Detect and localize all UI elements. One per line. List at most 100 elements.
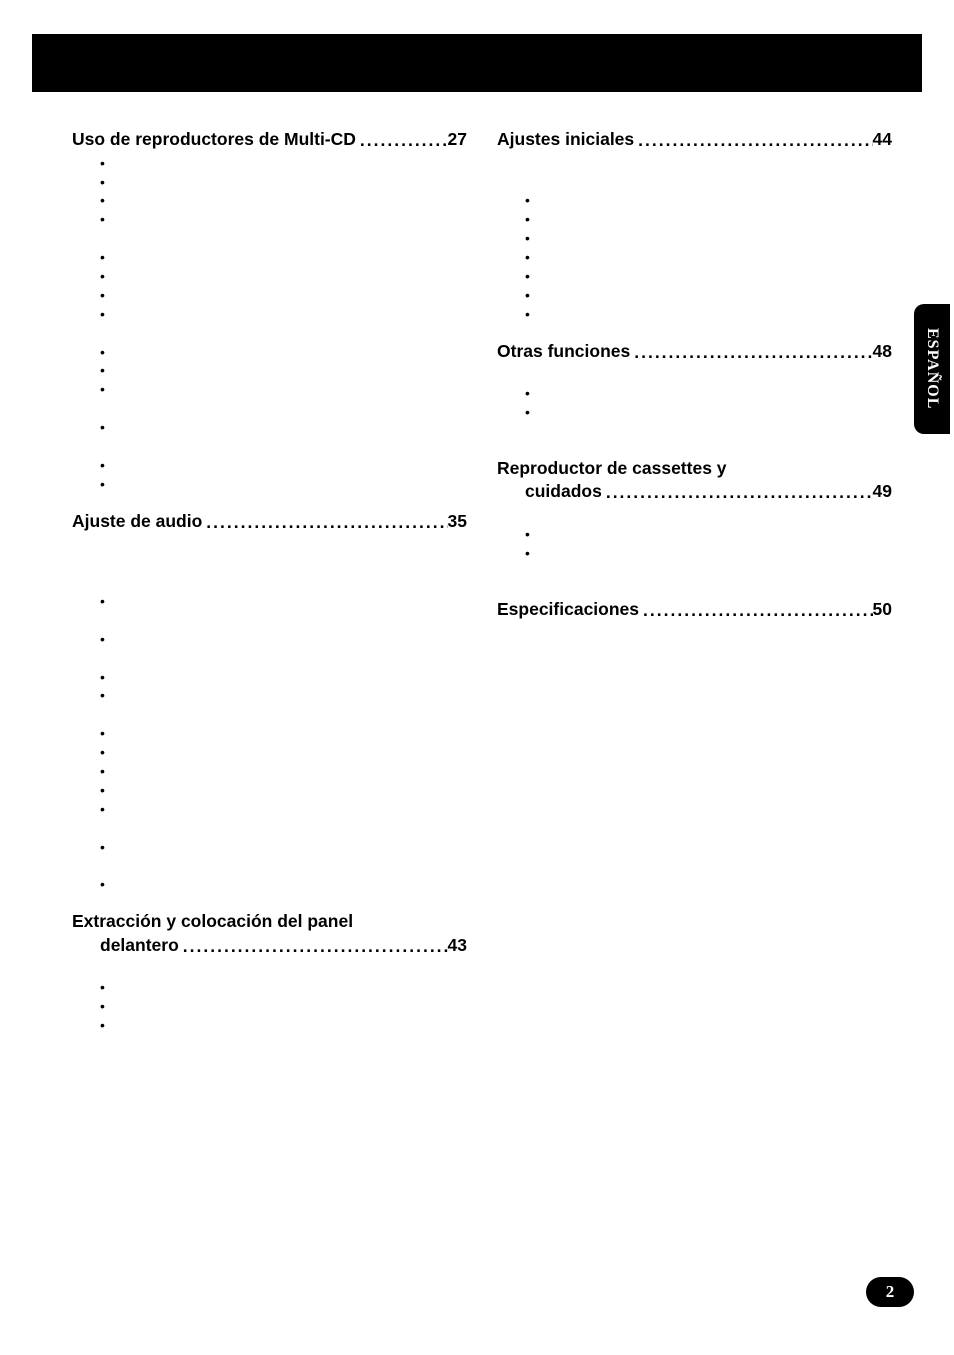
toc-sub2: Salida de subgraves (Sub W-1) — [72, 724, 467, 743]
toc-sub2-text: Cambio de ajuste del reductor de luz — [534, 268, 762, 284]
toc-sub1: Silenciamiento del teléfono celular — [497, 422, 892, 441]
toc-sub2-text: Ajuste de salida sin atenuación (NonFad-… — [108, 782, 377, 798]
toc-sub2-text: Ajuste de nivel de fuente (SLA) — [108, 876, 301, 892]
toc-sub2: Función de Mejorador de Imagen Frontal (… — [72, 838, 467, 857]
toc-sub2-text: Acerca de los cassettes de cinta — [533, 545, 734, 561]
leader-dots: ........................................… — [602, 481, 873, 505]
toc-sub2: Cambio de ajuste del reductor de luz — [497, 267, 892, 286]
toc-sub2-text: Cambio del ajuste del auxiliar (AUX) — [534, 249, 759, 265]
section-heading: Uso de reproductores de Multi-CD........… — [72, 128, 467, 152]
toc-sub1: Funciones del menú de audio — [72, 573, 467, 592]
toc-sub2: Ajuste de sonoridad (LOUD) — [72, 686, 467, 705]
spacer — [497, 324, 892, 334]
toc-sub2: Borrado de programación de reproducción … — [72, 475, 467, 494]
section-title-line2-row: cuidados................................… — [497, 480, 892, 504]
toc-sub2-text: Ajuste de sonoridad (LOUD) — [108, 687, 284, 703]
toc-sub2: Reproducción repetida — [72, 343, 467, 362]
toc-sub2-text: Exploración de CDs y pistas — [109, 381, 284, 397]
section-page: 27 — [448, 128, 467, 152]
toc-sub2-text: Reproducción repetida — [109, 344, 250, 360]
toc-left-column: Uso de reproductores de Multi-CD........… — [72, 122, 467, 1035]
page-number-badge: 2 — [866, 1277, 914, 1307]
toc-content: Uso de reproductores de Multi-CD........… — [72, 122, 892, 1035]
toc-sub2: Selección de discos de la lista de títul… — [72, 267, 467, 286]
section-page: 43 — [448, 934, 467, 958]
toc-sub2: Reproductor de Multi-CD de 50 discos — [72, 210, 467, 229]
toc-sub2: Ajuste de subgraves (Sub W-2) — [72, 743, 467, 762]
toc-sub2: Visualización del título del disco — [72, 191, 467, 210]
toc-sub2-text: Colocación del panel delantero — [109, 998, 301, 1014]
leader-dots: ........................................… — [202, 511, 447, 535]
section-heading: Otras funciones.........................… — [497, 340, 892, 364]
leader-dots: ........................................… — [634, 129, 872, 153]
toc-sub2-text: Selección de pistas de la lista de títul… — [109, 419, 413, 435]
toc-sub2-text: Función de Mejorador de Imagen Frontal (… — [109, 839, 398, 855]
section-page: 48 — [873, 340, 892, 364]
toc-sub2: Extracción del panel delantero — [72, 978, 467, 997]
toc-sub2: Reproducción de pistas en orden aleatori… — [72, 361, 467, 380]
toc-sub2: Selección de pistas de la lista de títul… — [72, 418, 467, 437]
toc-sub2: Reproducción del disco de texto CD — [72, 286, 467, 305]
leader-dots: ........................................… — [179, 935, 448, 959]
section-title-line1: Extracción y colocación del panel — [72, 910, 467, 934]
toc-sub2-text: Selección de discos de la lista de títul… — [109, 268, 420, 284]
section-title: Uso de reproductores de Multi-CD — [72, 128, 356, 152]
toc-sub2: Ajuste de equilibrio entre altavoces — [72, 592, 467, 611]
section-heading: Ajuste de audio.........................… — [72, 510, 467, 534]
toc-sub1: Uso de la fuente AUX — [497, 365, 892, 384]
toc-sub2-text: Acerca del reproductor de cassettes — [533, 526, 757, 542]
toc-sub2: Ingreso de títulos de discos — [72, 248, 467, 267]
toc-sub2: Filtro de paso alto (HPF) — [72, 800, 467, 819]
toc-sub2: Selección del color de iluminación (ILL … — [497, 286, 892, 305]
toc-sub2-text: Ajuste fino de la curva del ecualizador — [108, 669, 344, 685]
section-page: 44 — [873, 128, 892, 152]
toc-sub2-text: Cambio del tono de advertencia (Warning … — [534, 230, 831, 246]
toc-sub1: Funciones del menú de ajustes iniciales — [497, 173, 892, 192]
toc-sub1: Ajuste de nivel de fuente (SLA) — [72, 856, 467, 875]
toc-sub2: Tono de advertencia — [72, 1016, 467, 1035]
toc-sub2-text: Cambio del paso de sintonía de AM (AM St… — [534, 211, 822, 227]
toc-sub2: Visualización de título en el disco de t… — [72, 305, 467, 324]
leader-dots: ........................................… — [639, 599, 873, 623]
toc-sub1: (FAD) — [72, 611, 467, 630]
toc-sub2: Cambio del paso de sintonía de FM (FM St… — [497, 191, 892, 210]
toc-sub1: Protección contra robo — [72, 959, 467, 978]
toc-sub1: Llamada del menú de audio — [72, 554, 467, 573]
section-title-line2: cuidados — [525, 480, 602, 504]
toc-sub1: Precaución — [497, 506, 892, 525]
section-title-line1: Reproductor de cassettes y — [497, 457, 892, 481]
section-heading: Extracción y colocación del paneldelante… — [72, 910, 467, 957]
toc-sub2: Pausa de la reproducción de CD — [72, 173, 467, 192]
toc-sub2-text: Selección del color de iluminación (ILL … — [534, 287, 814, 303]
toc-sub2: Selección de pistas para reproducción IT… — [72, 456, 467, 475]
toc-sub1: Función de Mejorador de Imagen Frontal (… — [72, 819, 467, 838]
header-black-bar — [32, 34, 922, 92]
language-tab: ESPAÑOL — [914, 304, 950, 434]
toc-sub1: Menú de funciones del reproductor de Mul… — [72, 324, 467, 343]
section-heading: Ajustes iniciales.......................… — [497, 128, 892, 152]
leader-dots: ........................................… — [356, 129, 448, 153]
toc-sub1: Selección de pistas de la lista de títul… — [72, 399, 467, 418]
toc-sub2: Ingreso de título AUX — [497, 403, 892, 422]
toc-sub2-text: Tono de advertencia — [109, 1017, 235, 1033]
toc-sub2-text: Reproducción de pistas en orden aleatori… — [109, 362, 372, 378]
toc-sub2-text: Ingreso de título AUX — [534, 404, 666, 420]
toc-sub2-text: Reproducción del disco de texto CD — [109, 287, 332, 303]
language-tab-label: ESPAÑOL — [923, 328, 941, 409]
toc-sub2-text: Ingreso de títulos de discos — [109, 249, 279, 265]
toc-sub2-text: Ajuste de subgraves (Sub W-2) — [108, 744, 302, 760]
toc-sub2-text: Cambio del paso de sintonía de FM (FM St… — [534, 192, 821, 208]
toc-sub2-text: Borrado de programación de reproducción … — [109, 476, 398, 492]
section-heading: Reproductor de cassettes ycuidados......… — [497, 457, 892, 504]
toc-sub2-text: Extracción del panel delantero — [109, 979, 297, 995]
section-title: Otras funciones — [497, 340, 630, 364]
section-title-line2-row: delantero...............................… — [72, 934, 467, 958]
toc-sub1: Limpieza de la cabeza de reproducción — [497, 563, 892, 582]
toc-sub2: Salida sin atenuación (NonFad-1) — [72, 762, 467, 781]
spacer — [72, 494, 467, 504]
toc-sub1: Selección de la curva del ecualizador — [72, 535, 467, 554]
leader-dots: ........................................… — [630, 341, 872, 365]
toc-sub1: Funciones del Menú de Audio Detallado — [72, 705, 467, 724]
toc-sub2-text: Visualización del título del disco — [109, 192, 306, 208]
toc-sub2: Cambio de la salida trasera (Rear SP) — [497, 305, 892, 324]
